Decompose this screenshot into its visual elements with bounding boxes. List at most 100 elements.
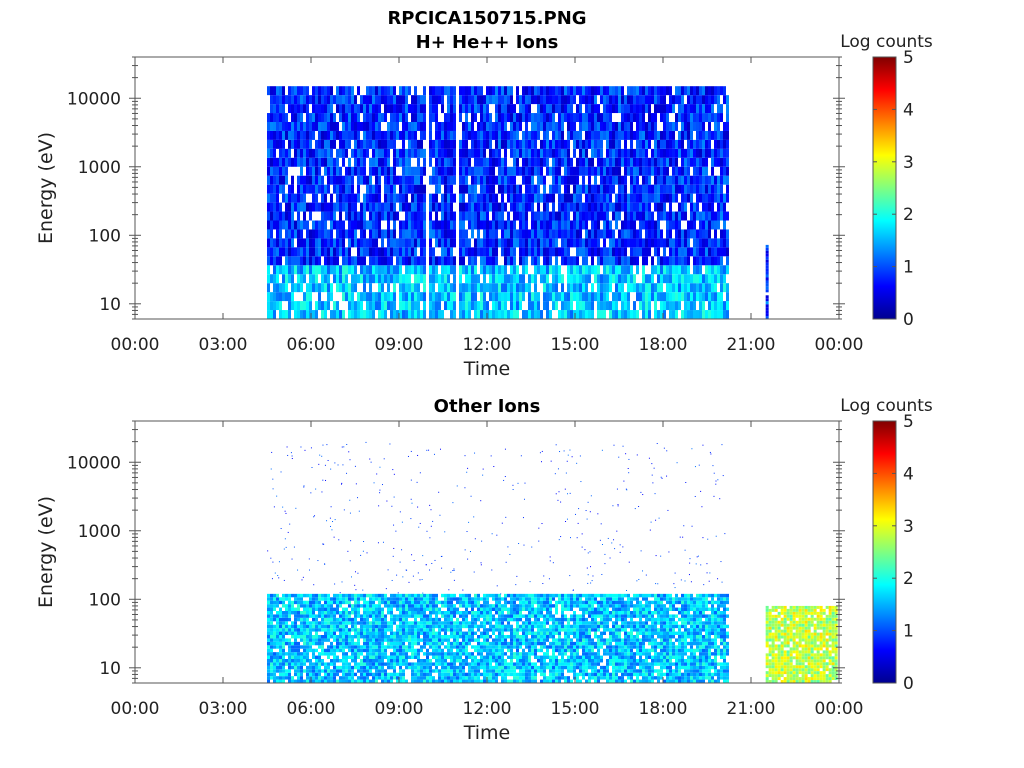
bottom-panel-cell — [318, 600, 321, 605]
bottom-panel-cell — [333, 611, 336, 615]
top-panel-cell — [537, 104, 540, 114]
top-panel-cell — [267, 148, 270, 158]
top-panel-cell — [621, 256, 624, 266]
bottom-panel-cell — [339, 635, 342, 639]
top-panel-cell — [678, 256, 681, 266]
top-panel-cell — [603, 175, 606, 185]
bottom-panel-cell — [348, 600, 351, 605]
top-panel-cell — [672, 211, 675, 221]
top-panel-cell — [267, 229, 270, 239]
top-panel-cell — [717, 193, 720, 203]
bottom-panel-cell — [309, 624, 312, 629]
top-panel-cell — [333, 238, 336, 248]
top-panel-cell — [669, 122, 672, 131]
top-panel-cell — [474, 202, 477, 212]
top-panel-cell — [315, 184, 318, 194]
bottom-panel-cell — [366, 655, 369, 660]
top-panel-cell — [309, 122, 312, 131]
top-panel-colorbar — [872, 56, 897, 320]
top-panel-cell — [702, 283, 705, 293]
top-panel-cell — [603, 274, 606, 284]
top-panel-cell — [525, 175, 528, 185]
top-panel-cell — [765, 274, 769, 278]
bottom-panel-cell — [408, 665, 411, 670]
bottom-panel-cell — [426, 665, 429, 670]
top-panel-cell — [333, 211, 336, 221]
top-panel-cell — [396, 193, 399, 203]
bottom-panel-cell — [426, 662, 429, 666]
top-panel-cell — [375, 122, 378, 131]
top-panel-cell — [603, 220, 606, 230]
top-panel-cell — [441, 166, 444, 176]
top-panel-cell — [558, 122, 561, 131]
top-panel-cell — [462, 175, 465, 185]
bottom-panel-cell — [435, 631, 438, 636]
top-panel-colorbar-tick-label: 5 — [903, 48, 914, 68]
bottom-panel-cell — [318, 621, 321, 625]
bottom-panel-cell — [339, 645, 342, 649]
top-panel-cell — [369, 274, 372, 284]
top-panel-cell — [288, 211, 291, 221]
top-panel-cell — [273, 283, 276, 293]
top-panel-cell — [384, 247, 387, 257]
top-panel-cell — [354, 139, 357, 149]
top-panel-cell — [636, 211, 639, 221]
bottom-panel-cell — [351, 659, 354, 663]
top-panel-cell — [627, 220, 630, 230]
top-panel-cell — [684, 292, 687, 302]
top-panel-cell — [495, 157, 498, 167]
top-panel-cell — [519, 283, 522, 293]
top-panel-cell — [711, 184, 714, 194]
top-panel-cell — [300, 166, 303, 176]
top-panel-cell — [315, 220, 318, 230]
top-panel-cell — [555, 301, 558, 311]
top-panel-cell — [312, 265, 315, 275]
top-panel-cell — [267, 130, 270, 140]
top-panel-cell — [411, 122, 414, 131]
top-panel-cell — [645, 95, 648, 105]
top-panel-cell — [642, 184, 645, 194]
top-panel-cell — [372, 238, 375, 248]
top-panel-cell — [558, 193, 561, 203]
bottom-panel-cell — [432, 652, 435, 656]
top-panel-cell — [447, 301, 450, 311]
top-panel-cell — [645, 148, 648, 158]
bottom-panel-cell — [375, 669, 378, 673]
top-panel-cell — [675, 86, 678, 96]
top-panel-cell — [636, 139, 639, 149]
bottom-panel-cell — [267, 607, 270, 612]
top-panel-cell — [363, 175, 366, 185]
top-panel-cell — [372, 157, 375, 167]
top-panel-cell — [489, 256, 492, 266]
top-panel-cell — [603, 193, 606, 203]
top-panel-cell — [414, 193, 417, 203]
top-panel-cell — [690, 148, 693, 158]
bottom-panel-cell — [363, 641, 366, 646]
bottom-panel-cell — [408, 600, 411, 605]
top-panel-cell — [714, 157, 717, 167]
top-panel-cell — [306, 104, 309, 114]
top-panel-cell — [297, 310, 300, 319]
top-panel-cell — [495, 220, 498, 230]
bottom-panel-cell — [285, 659, 288, 663]
top-panel-cell — [324, 86, 327, 96]
top-panel-cell — [303, 86, 306, 96]
bottom-panel-cell — [321, 659, 324, 663]
bottom-panel-cell — [390, 604, 393, 608]
top-panel-cell — [423, 211, 426, 221]
bottom-panel-cell — [348, 648, 351, 653]
top-panel-cell — [612, 301, 615, 311]
top-panel-cell — [273, 211, 276, 221]
bottom-panel-cell — [360, 676, 363, 680]
top-panel-cell — [336, 238, 339, 248]
top-panel-cell — [321, 220, 324, 230]
bottom-panel-cell — [354, 672, 357, 677]
top-panel-cell — [459, 86, 462, 96]
top-panel-cell — [402, 95, 405, 105]
top-panel-cell — [666, 122, 669, 131]
top-panel-cell — [444, 274, 447, 284]
top-panel-cell — [501, 265, 504, 275]
top-panel-cell — [609, 238, 612, 248]
top-panel-cell — [765, 262, 769, 266]
bottom-panel-cell — [273, 638, 276, 642]
